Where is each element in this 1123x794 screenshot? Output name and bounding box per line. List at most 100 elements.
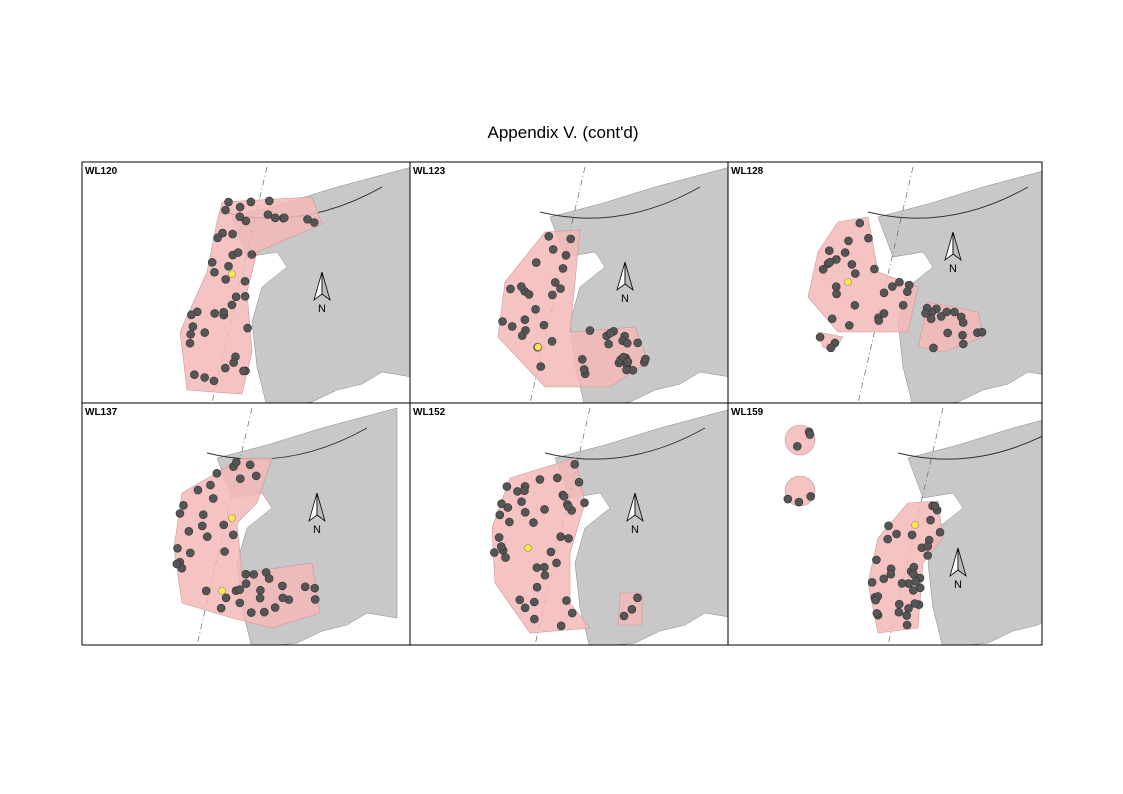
location-dot [517, 282, 526, 291]
location-dot [259, 607, 269, 617]
location-dot [564, 534, 573, 543]
location-dot [556, 532, 565, 541]
north-arrow-right [957, 547, 967, 578]
panel-label: WL137 [85, 407, 118, 418]
panel-label: WL152 [413, 407, 446, 418]
location-dot [501, 553, 510, 562]
location-dot [552, 558, 561, 568]
panel-border [727, 402, 1043, 646]
location-dot [520, 603, 530, 613]
location-dot [879, 309, 889, 318]
location-dot [911, 577, 921, 586]
location-dot [935, 527, 945, 537]
location-dot [221, 593, 231, 603]
location-dot [926, 515, 935, 525]
location-dot [844, 236, 853, 246]
location-dot [517, 497, 526, 506]
north-arrow-right [321, 271, 331, 302]
location-dot [300, 582, 310, 592]
location-dot [530, 614, 539, 624]
location-dot [847, 260, 857, 269]
location-dot [231, 292, 241, 302]
location-dot [310, 583, 320, 593]
location-dot [241, 216, 251, 226]
location-dot [278, 593, 288, 603]
location-dot [958, 318, 968, 327]
location-dot [907, 530, 917, 540]
location-dot [633, 338, 642, 348]
location-dot [562, 596, 571, 605]
north-arrow-right [624, 261, 634, 292]
location-dot [179, 501, 188, 510]
capture-site [844, 278, 852, 286]
location-dot [251, 471, 261, 481]
road [544, 427, 706, 460]
location-dot [902, 620, 912, 630]
location-dot [897, 579, 907, 588]
location-dot [886, 569, 896, 579]
location-dot [246, 608, 256, 617]
location-dot [898, 300, 908, 310]
location-dot [229, 358, 238, 367]
location-dot [495, 510, 505, 520]
location-dot [909, 562, 919, 572]
location-dot [827, 314, 837, 324]
location-dot [249, 570, 259, 579]
location-dot [559, 492, 569, 501]
map-content [172, 407, 398, 645]
location-dot [173, 543, 182, 553]
location-dot [224, 261, 233, 271]
map-grid: N WL120 N WL123 N WL128 N WL137 N WL152 N WL159 [81, 161, 1043, 646]
location-dot [556, 621, 566, 631]
location-dot [220, 547, 229, 556]
location-dot [241, 579, 251, 588]
location-dot [783, 494, 793, 504]
location-dot [185, 338, 195, 348]
location-dot [792, 442, 802, 451]
location-dot [943, 328, 952, 338]
location-dot [910, 599, 920, 608]
location-dot [548, 290, 557, 300]
location-dot [515, 595, 525, 605]
panel-label: WL128 [731, 166, 764, 177]
location-dot [623, 357, 633, 367]
location-dot [532, 582, 542, 592]
location-dot [942, 307, 952, 317]
location-dot [888, 282, 897, 291]
location-dot [872, 609, 882, 618]
location-dot [239, 366, 248, 376]
capture-site [228, 270, 236, 278]
road [867, 186, 1029, 219]
location-dot [240, 292, 250, 301]
capture-site [228, 514, 236, 522]
location-dot [539, 320, 549, 330]
location-dot [579, 365, 589, 374]
location-dot [926, 314, 936, 324]
location-dot [879, 288, 889, 298]
north-label: N [631, 524, 639, 536]
location-dot [507, 322, 517, 331]
page-title: Appendix V. (cont'd) [488, 123, 639, 142]
location-dot [197, 521, 207, 531]
location-dot [818, 265, 828, 274]
location-dot [619, 611, 629, 621]
location-dot [496, 542, 506, 551]
location-dot [547, 337, 557, 346]
location-dot [604, 339, 613, 349]
map-content [783, 407, 1042, 645]
location-dot [200, 373, 209, 382]
location-dot [532, 563, 542, 572]
location-dot [280, 213, 289, 223]
location-dot [850, 269, 860, 278]
map-panel: N WL123 [409, 161, 729, 404]
capture-site [911, 521, 919, 529]
location-dot [825, 246, 834, 255]
location-dot [540, 570, 550, 580]
location-dot [172, 559, 182, 569]
location-dot [531, 258, 541, 267]
location-dot [929, 343, 938, 353]
map-content [179, 166, 410, 403]
location-dot [209, 376, 219, 386]
